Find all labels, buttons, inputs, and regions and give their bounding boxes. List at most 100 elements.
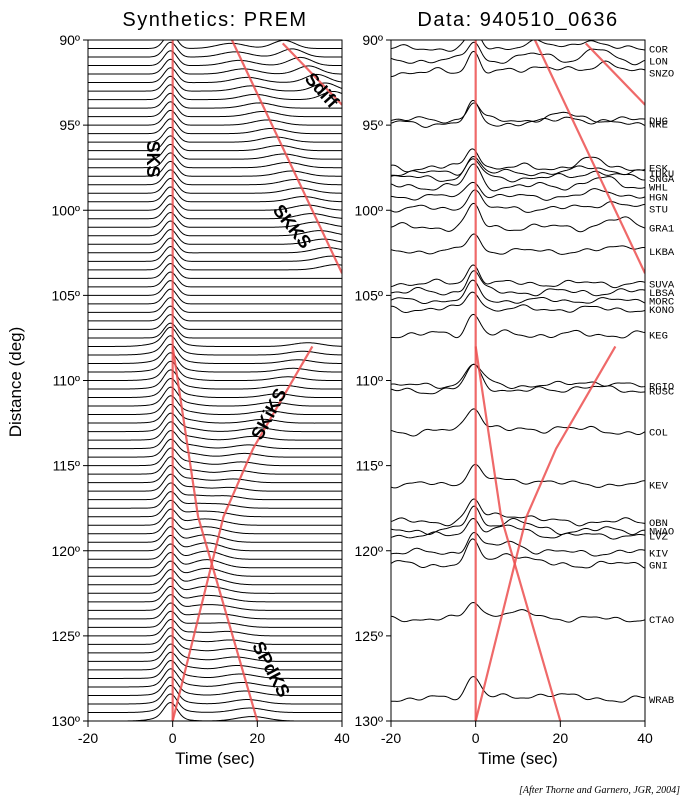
station-trace: [391, 41, 645, 66]
y-tick-label: 130º: [355, 713, 383, 729]
station-trace: [391, 202, 645, 233]
synthetic-trace: [88, 237, 342, 254]
station-label: MORC: [649, 296, 674, 308]
synthetic-trace: [88, 676, 342, 696]
phase-curve-sdiff: [281, 42, 342, 106]
synthetic-trace: [88, 343, 342, 364]
station-label: GRA1: [649, 223, 674, 235]
data-panel-title: Data: 940510_0636: [417, 9, 618, 31]
synthetic-trace: [88, 126, 342, 143]
synthetic-trace: [88, 403, 342, 424]
y-tick-label: 125º: [355, 628, 383, 644]
station-label: SNZO: [649, 68, 674, 80]
synthetic-trace: [88, 386, 342, 407]
station-trace: [391, 517, 645, 540]
y-tick-label: 115º: [53, 458, 80, 474]
synthetic-trace: [88, 75, 342, 92]
synthetic-trace: [88, 67, 342, 84]
synthetic-trace: [88, 194, 342, 211]
synthetic-trace: [88, 40, 342, 50]
y-tick-label: 100º: [355, 202, 383, 218]
synthetic-trace: [88, 263, 342, 279]
phase-curve-skks: [230, 40, 342, 274]
station-label: KIV: [649, 548, 669, 560]
data-x-axis-title: Time (sec): [478, 749, 558, 768]
station-label: DUG: [649, 116, 668, 128]
synthetic-trace: [88, 211, 342, 228]
station-label: NWAO: [649, 526, 674, 538]
synthetic-trace: [88, 160, 342, 177]
synthetic-trace: [88, 203, 342, 220]
y-tick-label: 120º: [355, 543, 383, 559]
synthetic-trace: [88, 517, 342, 535]
station-trace: [391, 148, 645, 173]
station-trace: [391, 602, 645, 623]
station-label: STU: [649, 205, 668, 217]
station-trace: [391, 264, 645, 289]
station-trace: [391, 363, 645, 395]
synthetic-trace: [88, 643, 342, 662]
synthetic-trace: [88, 84, 342, 101]
synthetic-trace: [88, 177, 342, 194]
synthetic-trace: [88, 491, 342, 509]
synthetic-trace: [88, 610, 342, 628]
y-tick-label: 110º: [53, 373, 80, 389]
station-label: LKBA: [649, 247, 675, 259]
station-trace: [391, 102, 645, 124]
synthetic-traces: [88, 40, 342, 721]
station-label: KEV: [649, 480, 669, 492]
phase-curve-skiks: [171, 345, 314, 721]
synthetic-trace: [88, 314, 342, 330]
figure-credit: [After Thorne and Garnero, JGR, 2004]: [519, 785, 680, 796]
station-trace: [391, 408, 645, 437]
station-label: HGN: [649, 193, 668, 205]
synthetics-axes: -20 0 20 40 90º 95º 100º 105º 110º 115º 120º 125º 13…: [52, 32, 350, 746]
station-label: WHL: [649, 182, 668, 194]
synthetic-trace: [88, 271, 342, 288]
synthetic-trace: [88, 220, 342, 237]
synthetic-trace: [88, 668, 342, 688]
station-trace: [391, 463, 645, 489]
y-tick-label: 95º: [362, 117, 383, 133]
synthetic-trace: [88, 395, 342, 416]
synthetic-trace: [88, 552, 342, 569]
synthetic-trace: [88, 618, 342, 637]
x-tick-label: 0: [472, 730, 480, 746]
y-tick-label: 105º: [52, 287, 80, 303]
station-label: CTAO: [649, 615, 674, 627]
x-tick-label: 20: [553, 730, 569, 746]
synthetic-trace: [88, 499, 342, 518]
synthetic-trace: [88, 246, 342, 262]
phase-curve-skks: [533, 40, 645, 274]
station-label: TUKU: [649, 169, 674, 181]
station-trace: [391, 270, 645, 297]
y-tick-label: 90º: [362, 32, 383, 48]
station-trace: [391, 158, 645, 183]
synthetic-trace: [88, 109, 342, 126]
station-trace: [391, 99, 645, 128]
synthetic-phase-curves: [171, 40, 342, 721]
station-label: LBSA: [649, 288, 675, 300]
synthetic-trace: [88, 577, 342, 594]
station-trace: [391, 313, 645, 339]
synthetic-trace: [88, 143, 342, 160]
station-label: COL: [649, 428, 668, 440]
phase-curve-spdks: [171, 346, 259, 721]
station-label: ESK: [649, 164, 669, 176]
data-axes: -20 0 20 40 90º 95º 100º 105º 110º 115º 120º 125º 13…: [355, 32, 653, 746]
station-trace: [391, 363, 645, 389]
x-tick-label: -20: [381, 730, 401, 746]
synthetic-trace: [88, 186, 342, 203]
synthetic-trace: [88, 438, 342, 458]
synthetic-trace: [88, 693, 342, 713]
phase-curve-skiks: [474, 345, 617, 721]
synthetic-trace: [88, 685, 342, 705]
station-label: RGIO: [649, 382, 674, 394]
y-axis-title: Distance (deg): [6, 327, 25, 438]
synthetic-trace: [88, 482, 342, 501]
x-tick-label: 0: [169, 730, 177, 746]
station-trace: [391, 40, 645, 52]
phase-label-skiks: SKiKS: [247, 385, 290, 443]
synthetic-trace: [88, 322, 342, 339]
